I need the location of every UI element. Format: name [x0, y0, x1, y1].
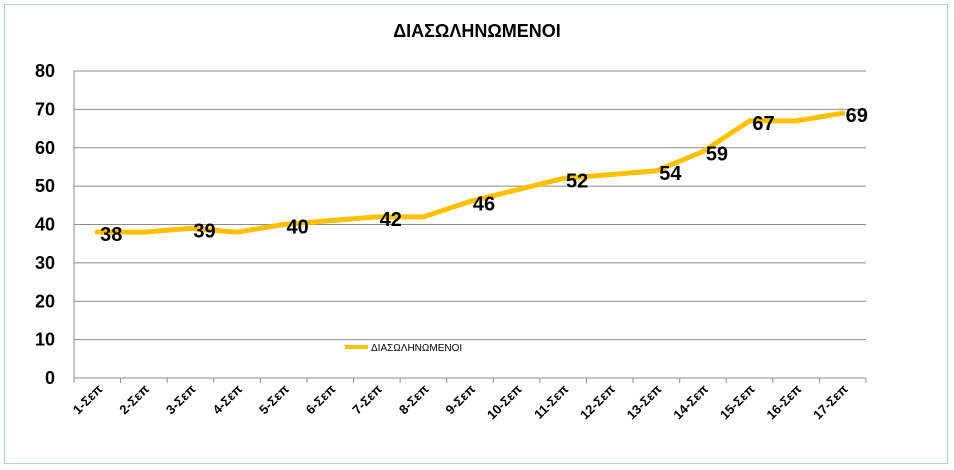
data-label: 42	[380, 209, 402, 231]
data-point[interactable]	[514, 187, 520, 193]
data-point[interactable]	[467, 198, 473, 204]
data-point[interactable]	[281, 222, 287, 227]
data-point[interactable]	[374, 214, 380, 220]
x-tick-label: 6-Σεπ	[303, 381, 339, 417]
y-tick-label: 20	[35, 291, 55, 311]
data-point[interactable]	[700, 149, 706, 155]
chart-title: ΔΙΑΣΩΛΗΝΩΜΕΝΟΙ	[393, 21, 561, 41]
y-tick-label: 0	[45, 368, 55, 388]
x-tick-label: 11-Σεπ	[531, 381, 571, 421]
x-tick-label: 9-Σεπ	[442, 381, 478, 417]
series-line[interactable]	[94, 110, 846, 235]
x-tick-label: 3-Σεπ	[163, 381, 199, 417]
x-tick-label: 1-Σεπ	[70, 381, 106, 417]
x-tick-label: 17-Σεπ	[810, 381, 851, 422]
x-tick-label: 15-Σεπ	[717, 381, 758, 422]
data-point[interactable]	[327, 218, 333, 224]
y-tick-label: 40	[35, 215, 55, 235]
y-tick-label: 60	[35, 138, 55, 158]
x-tick-label: 4-Σεπ	[209, 381, 245, 417]
data-point[interactable]	[560, 175, 566, 181]
data-label: 39	[193, 220, 215, 242]
data-label: 69	[846, 105, 868, 127]
data-label: 67	[752, 113, 774, 135]
data-label: 59	[706, 144, 728, 166]
data-label: 54	[659, 163, 682, 185]
data-point[interactable]	[141, 229, 147, 235]
data-point[interactable]	[747, 118, 753, 124]
data-point[interactable]	[187, 225, 193, 231]
data-label: 52	[566, 170, 588, 192]
legend-label: ΔΙΑΣΩΛΗΝΩΜΕΝΟΙ	[371, 343, 462, 354]
data-point[interactable]	[420, 214, 426, 220]
data-label: 46	[473, 193, 495, 215]
x-tick-label: 10-Σεπ	[484, 381, 525, 422]
data-point[interactable]	[653, 168, 659, 174]
y-tick-label: 10	[35, 330, 55, 350]
x-tick-label: 8-Σεπ	[396, 381, 432, 417]
data-label: 40	[287, 217, 309, 239]
data-point[interactable]	[793, 118, 799, 124]
data-point[interactable]	[234, 229, 240, 235]
x-tick-label: 7-Σεπ	[349, 381, 385, 417]
x-tick-label: 2-Σεπ	[116, 381, 152, 417]
x-tick-label: 16-Σεπ	[763, 381, 804, 422]
y-tick-label: 80	[35, 61, 55, 81]
data-point[interactable]	[607, 172, 613, 178]
data-point[interactable]	[840, 110, 846, 116]
data-label: 38	[100, 224, 122, 246]
y-tick-label: 30	[35, 253, 55, 273]
y-tick-label: 70	[35, 99, 55, 119]
x-tick-label: 12-Σεπ	[577, 381, 618, 422]
x-tick-label: 14-Σεπ	[670, 381, 711, 422]
x-tick-label: 13-Σεπ	[624, 381, 665, 422]
y-tick-label: 50	[35, 176, 55, 196]
data-point[interactable]	[94, 229, 100, 235]
chart-area-border[interactable]	[4, 4, 948, 464]
x-tick-label: 5-Σεπ	[256, 381, 292, 417]
